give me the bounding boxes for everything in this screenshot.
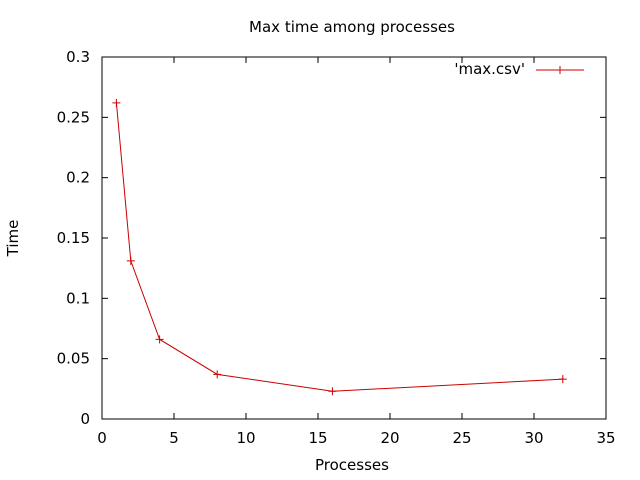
legend: 'max.csv' bbox=[454, 60, 584, 78]
plot-area-border bbox=[101, 56, 607, 420]
x-tick-label: 10 bbox=[236, 429, 255, 447]
y-tick-label: 0.1 bbox=[66, 289, 90, 307]
y-tick-label: 0.15 bbox=[57, 229, 90, 247]
data-point-marker bbox=[126, 256, 135, 265]
y-axis-ticks: 0 0.05 0.1 0.15 0.2 0.25 0.3 bbox=[57, 48, 606, 428]
y-tick-label: 0.2 bbox=[66, 169, 90, 187]
x-tick-label: 5 bbox=[169, 429, 179, 447]
x-tick-label: 15 bbox=[308, 429, 327, 447]
data-point-marker bbox=[213, 370, 222, 379]
chart-title: Max time among processes bbox=[249, 18, 455, 36]
data-point-marker bbox=[155, 335, 164, 344]
y-tick-label: 0 bbox=[80, 410, 90, 428]
x-tick-label: 0 bbox=[97, 429, 107, 447]
x-tick-label: 25 bbox=[452, 429, 471, 447]
data-point-marker bbox=[328, 387, 337, 396]
y-tick-label: 0.3 bbox=[66, 48, 90, 66]
x-tick-label: 35 bbox=[596, 429, 615, 447]
y-axis-label: Time bbox=[4, 220, 22, 258]
y-tick-label: 0.05 bbox=[57, 350, 90, 368]
legend-marker bbox=[556, 66, 564, 74]
series-layer bbox=[112, 98, 567, 396]
x-tick-label: 30 bbox=[524, 429, 543, 447]
series-line bbox=[115, 102, 563, 392]
x-tick-label: 20 bbox=[380, 429, 399, 447]
y-tick-label: 0.25 bbox=[57, 108, 90, 126]
x-axis-label: Processes bbox=[315, 456, 389, 474]
legend-label: 'max.csv' bbox=[454, 60, 525, 78]
data-point-marker bbox=[112, 98, 121, 107]
data-point-marker bbox=[558, 375, 567, 384]
x-axis-ticks: 0 5 10 15 20 25 30 35 bbox=[97, 57, 616, 447]
